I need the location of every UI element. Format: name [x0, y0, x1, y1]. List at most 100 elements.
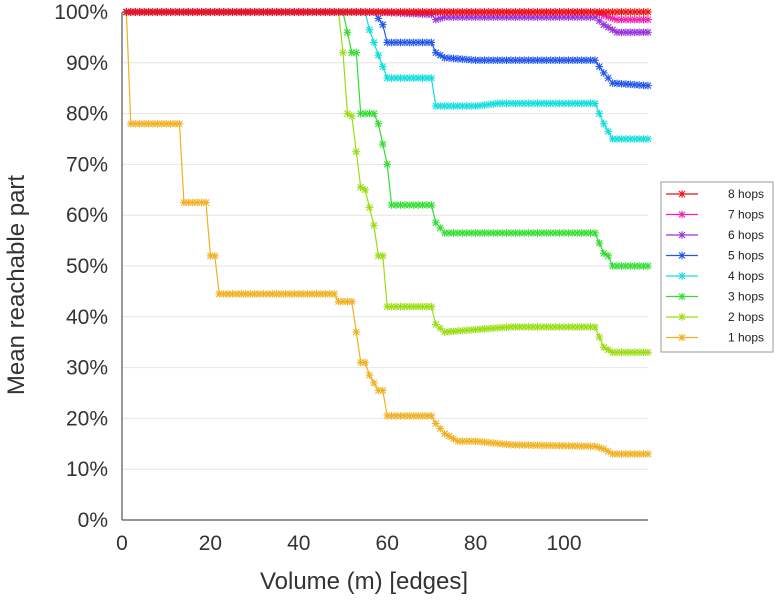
data-point [365, 203, 374, 212]
y-axis-title: Mean reachable part [3, 175, 30, 395]
legend-item-6-hops: 6 hops [666, 228, 764, 242]
legend-item-4-hops: 4 hops [666, 269, 764, 283]
series-1-hops [122, 8, 652, 458]
legend-item-8-hops: 8 hops [666, 187, 764, 201]
data-point [644, 135, 652, 143]
data-point [365, 25, 374, 34]
data-point [427, 74, 436, 82]
data-point [370, 109, 378, 118]
data-point [595, 239, 604, 247]
data-point [427, 201, 436, 209]
legend-marker [678, 190, 686, 198]
x-tick-label: 0 [116, 532, 128, 555]
data-point [432, 320, 440, 329]
data-point [644, 8, 652, 16]
data-point [427, 412, 436, 420]
data-point [595, 62, 604, 71]
data-point [595, 333, 604, 341]
data-point [370, 221, 378, 230]
legend-label: 3 hops [728, 290, 764, 304]
data-point [591, 323, 599, 331]
series-line [126, 11, 648, 267]
y-tick-label: 30% [66, 357, 108, 380]
x-axis-title: Volume (m) [edges] [260, 568, 468, 595]
data-point [378, 252, 387, 260]
legend-marker [678, 292, 686, 301]
data-point [604, 252, 612, 260]
y-tick-label: 70% [66, 153, 108, 176]
legend-label: 2 hops [728, 310, 764, 324]
legend-item-7-hops: 7 hops [666, 208, 764, 222]
data-point [644, 450, 652, 458]
data-point [361, 186, 369, 194]
data-point [339, 48, 347, 57]
data-point [644, 262, 652, 270]
legend-item-2-hops: 2 hops [666, 310, 764, 324]
y-tick-label: 60% [66, 204, 108, 227]
series-8-hops [122, 8, 652, 16]
x-tick-label: 20 [199, 532, 222, 555]
data-point [427, 302, 436, 311]
data-point [343, 28, 352, 37]
data-point [644, 81, 652, 90]
data-point [211, 252, 219, 260]
y-tick-label: 100% [54, 1, 108, 24]
legend-label: 4 hops [728, 269, 764, 283]
y-tick-label: 90% [66, 52, 108, 75]
y-tick-label: 40% [66, 306, 108, 329]
data-point [352, 328, 361, 336]
y-tick-labels: 0% 10% 20% 30% 40% 50% 60% 70% 80% 90% 100% [54, 1, 108, 532]
legend-items: 8 hops 7 hops 6 hops 5 hops 4 hops 3 hops 2 ho… [666, 187, 764, 345]
data-point [361, 358, 369, 367]
data-point [378, 62, 387, 71]
data-point [374, 51, 383, 59]
data-point [604, 127, 612, 136]
legend-label: 7 hops [728, 208, 764, 222]
x-tick-labels: 0 20 40 60 80 100 [116, 532, 581, 555]
data-point [608, 14, 617, 23]
x-tick-label: 40 [287, 532, 310, 555]
legend-marker [678, 210, 686, 219]
data-point [595, 109, 604, 118]
legend-marker [678, 272, 686, 280]
data-point [193, 8, 201, 16]
data-point [644, 15, 652, 24]
series-3-hops [122, 8, 652, 270]
data-point [378, 20, 387, 29]
legend-label: 6 hops [728, 228, 764, 242]
x-tick-label: 100 [546, 532, 581, 555]
legend-item-3-hops: 3 hops [666, 290, 764, 304]
legend: 8 hops 7 hops 6 hops 5 hops 4 hops 3 hops 2 ho… [660, 181, 774, 353]
data-point [427, 38, 436, 47]
x-tick-label: 80 [464, 532, 487, 555]
legend-marker [678, 231, 686, 239]
series-4-hops [122, 8, 652, 143]
y-tick-label: 20% [66, 407, 108, 430]
legend-item-5-hops: 5 hops [666, 249, 764, 263]
data-point [352, 48, 361, 57]
data-point [591, 99, 599, 108]
data-point [330, 290, 338, 298]
data-point [202, 198, 210, 207]
y-tick-label: 0% [78, 509, 108, 532]
legend-marker [678, 251, 686, 260]
data-point [432, 419, 440, 428]
data-point [599, 119, 608, 128]
data-point [383, 160, 391, 169]
legend-box [660, 181, 774, 353]
legend-label: 5 hops [728, 249, 764, 263]
data-point [378, 140, 387, 148]
data-point [374, 119, 383, 128]
legend-label: 8 hops [728, 187, 764, 201]
data-point [348, 297, 356, 306]
data-point [370, 38, 378, 47]
legend-marker [678, 333, 686, 342]
data-point [591, 56, 599, 65]
data-point [352, 147, 361, 156]
data-point [432, 48, 440, 57]
legend-item-1-hops: 1 hops [666, 331, 764, 345]
data-point [644, 28, 652, 37]
axes [121, 12, 648, 521]
y-tick-label: 10% [66, 458, 108, 481]
